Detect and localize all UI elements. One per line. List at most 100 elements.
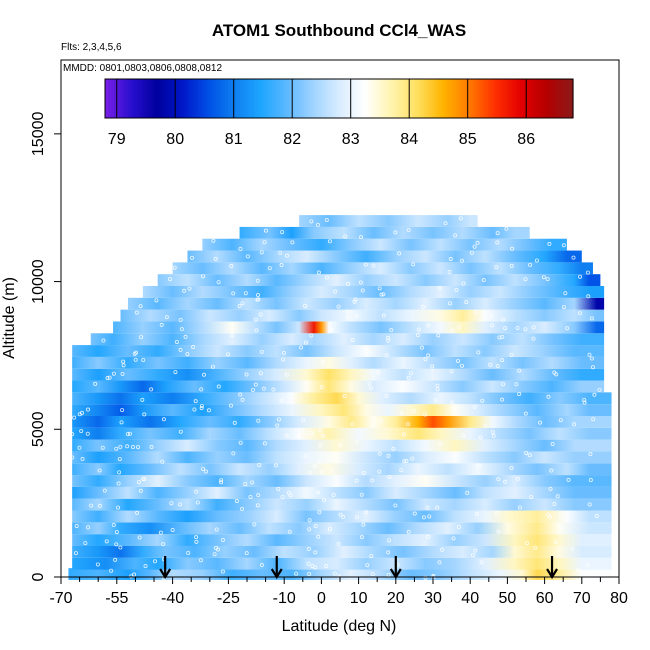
- colorbar-swatch: [300, 79, 305, 118]
- sample-point: [503, 479, 508, 484]
- sample-point: [154, 298, 159, 303]
- sample-point: [281, 351, 286, 356]
- sample-point: [219, 478, 224, 483]
- sample-point: [256, 418, 261, 423]
- sample-point: [572, 422, 577, 427]
- sample-point: [318, 443, 323, 448]
- sample-point: [83, 541, 88, 546]
- x-tick-label: 0: [317, 590, 326, 607]
- sample-point: [130, 445, 135, 450]
- sample-point: [594, 513, 599, 518]
- sample-point: [307, 527, 312, 532]
- colorbar-swatch: [116, 79, 121, 118]
- sample-point: [415, 333, 420, 338]
- colorbar-swatch: [374, 79, 378, 118]
- sample-point: [449, 369, 454, 374]
- sample-point: [509, 352, 514, 357]
- sample-point: [317, 459, 322, 464]
- colorbar-swatch: [517, 79, 521, 118]
- sample-point: [206, 408, 211, 413]
- sample-point: [240, 397, 245, 402]
- sample-point: [412, 511, 417, 516]
- sample-point: [559, 512, 564, 517]
- sample-point: [376, 370, 381, 375]
- sample-point: [256, 297, 261, 302]
- colorbar-swatch: [473, 79, 478, 118]
- sample-point: [582, 398, 587, 403]
- sample-point: [262, 240, 267, 245]
- sample-point: [301, 418, 306, 423]
- colorbar-swatch: [417, 79, 422, 118]
- x-tick-label: 50: [499, 590, 517, 607]
- colorbar-swatch: [107, 79, 112, 118]
- y-axis: 0 5000 10000 15000: [30, 112, 61, 581]
- sample-point: [281, 357, 286, 362]
- sample-point: [355, 439, 360, 444]
- colorbar-swatch: [213, 79, 217, 118]
- colorbar-swatch: [508, 79, 513, 118]
- sample-point: [255, 278, 260, 283]
- sample-point: [423, 575, 428, 580]
- colorbar-swatch: [438, 79, 442, 118]
- sample-point: [309, 333, 314, 338]
- sample-point: [517, 505, 522, 510]
- sample-point: [250, 480, 255, 485]
- colorbar-frame: [104, 78, 574, 119]
- x-tick-label: -55: [105, 590, 128, 607]
- x-tick-label: -70: [49, 590, 72, 607]
- sample-point: [384, 393, 389, 398]
- colorbar-swatch: [192, 79, 197, 118]
- sample-point: [315, 222, 320, 227]
- sample-point: [437, 560, 442, 565]
- sample-point: [161, 417, 166, 422]
- sample-point: [280, 230, 285, 235]
- colorbar-swatch: [318, 79, 323, 118]
- sample-point: [199, 406, 204, 411]
- sample-point: [118, 545, 123, 550]
- sample-point: [86, 525, 91, 530]
- colorbar-swatch: [140, 79, 144, 118]
- sample-point: [534, 258, 539, 263]
- sample-point: [220, 569, 225, 574]
- sample-point: [120, 371, 125, 376]
- sample-point: [324, 564, 329, 569]
- colorbar-swatch: [306, 79, 311, 118]
- colorbar-swatch: [324, 79, 328, 118]
- sample-point: [479, 560, 484, 565]
- sample-point: [164, 315, 169, 320]
- sample-point: [422, 515, 427, 520]
- sample-point: [198, 558, 203, 563]
- sample-point: [210, 364, 215, 369]
- colorbar-swatch: [356, 79, 361, 118]
- colorbar-swatch: [523, 79, 527, 118]
- sample-point: [255, 503, 260, 508]
- sample-point: [243, 482, 248, 487]
- sample-point: [588, 452, 593, 457]
- colorbar-swatch: [110, 79, 115, 118]
- colorbar-swatch: [371, 79, 375, 118]
- sample-point: [190, 255, 195, 260]
- sample-point: [597, 387, 602, 392]
- heatmap-row: [113, 321, 605, 334]
- heatmap-row: [72, 392, 612, 405]
- sample-point: [121, 363, 126, 368]
- sample-point: [287, 529, 292, 534]
- sample-point: [358, 280, 363, 285]
- colorbar-swatch: [119, 79, 124, 118]
- sample-point: [232, 420, 237, 425]
- sample-point: [119, 420, 124, 425]
- sample-point: [517, 368, 522, 373]
- sample-point: [352, 299, 357, 304]
- sample-point: [77, 412, 82, 417]
- sample-point: [459, 363, 464, 368]
- sample-point: [214, 545, 219, 550]
- colorbar-swatch: [303, 79, 308, 118]
- sample-point: [199, 387, 204, 392]
- sample-point: [473, 309, 478, 314]
- x-tick-label: 70: [573, 590, 591, 607]
- colorbar-tick-label: 81: [225, 131, 243, 148]
- colorbar-swatch: [265, 79, 270, 118]
- colorbar-swatch: [555, 79, 559, 118]
- sample-point: [386, 453, 391, 458]
- sample-point: [504, 226, 509, 231]
